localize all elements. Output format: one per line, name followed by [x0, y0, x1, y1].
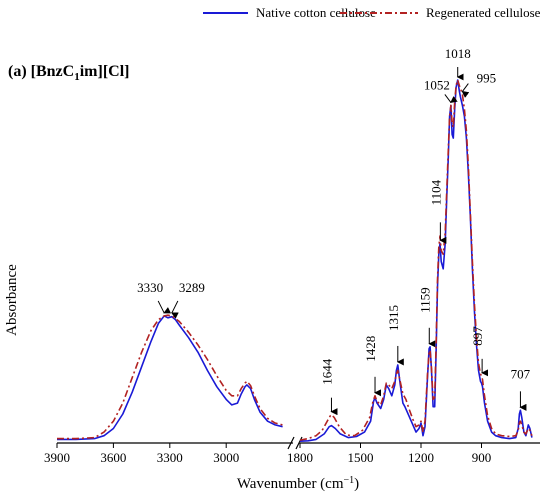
- x-tick-label: 3000: [213, 450, 239, 465]
- peak-label-995: 995: [477, 71, 497, 86]
- x-axis-title: Wavenumber (cm−1): [237, 475, 359, 492]
- x-tick-label: 1500: [348, 450, 374, 465]
- x-tick-label: 3300: [157, 450, 183, 465]
- legend-label-regenerated: Regenerated cellulose: [426, 5, 541, 20]
- panel-label-subscript: 1: [74, 71, 80, 83]
- x-tick-label: 1200: [408, 450, 434, 465]
- peak-label-1052: 1052: [424, 77, 450, 92]
- x-axis-title-end: ): [354, 476, 359, 492]
- y-axis-title: Absorbance: [4, 264, 20, 336]
- x-axis-title-main: Wavenumber (cm: [237, 476, 344, 492]
- series-line-regenerated-seg0: [57, 314, 283, 440]
- legend: Native cotton cellulose Regenerated cell…: [203, 5, 541, 20]
- series-line-native-seg0: [57, 315, 283, 441]
- peak-label-897: 897: [470, 326, 485, 346]
- peak-label-1644: 1644: [319, 358, 334, 385]
- series-line-regenerated-seg1: [299, 79, 533, 441]
- peak-arrow-3289: [170, 300, 179, 319]
- peak-label-1428: 1428: [363, 336, 378, 362]
- peak-arrow-1052: [444, 94, 458, 104]
- x-tick-label: 3600: [100, 450, 126, 465]
- axis-break-mark-right: [295, 436, 303, 450]
- panel-label-main: (a) [BnzC: [8, 63, 74, 80]
- peak-label-1315: 1315: [386, 305, 401, 331]
- peak-label-707: 707: [511, 366, 531, 381]
- series-line-native-seg1: [299, 79, 533, 442]
- peak-label-3289: 3289: [179, 280, 205, 295]
- x-tick-label: 900: [472, 450, 492, 465]
- peak-arrow-3330: [157, 300, 172, 314]
- plot-area: 3900 3600 3300 3000 1800 1500 1200 900 3330 3289 1…: [44, 46, 540, 465]
- peak-label-3330: 3330: [137, 280, 163, 295]
- x-tick-label: 1800: [287, 450, 313, 465]
- peak-arrow-995: [461, 83, 470, 98]
- peak-label-1104: 1104: [428, 179, 443, 205]
- legend-label-native: Native cotton cellulose: [256, 5, 376, 20]
- axis-break-mark-left: [287, 436, 295, 450]
- peak-label-1159: 1159: [417, 287, 432, 313]
- x-tick-label: 3900: [44, 450, 70, 465]
- peak-label-1018: 1018: [445, 46, 471, 61]
- panel-label: (a) [BnzC1im][Cl]: [8, 63, 129, 83]
- x-axis-title-sup: −1: [344, 475, 355, 486]
- panel-label-rest: im][Cl]: [80, 63, 130, 80]
